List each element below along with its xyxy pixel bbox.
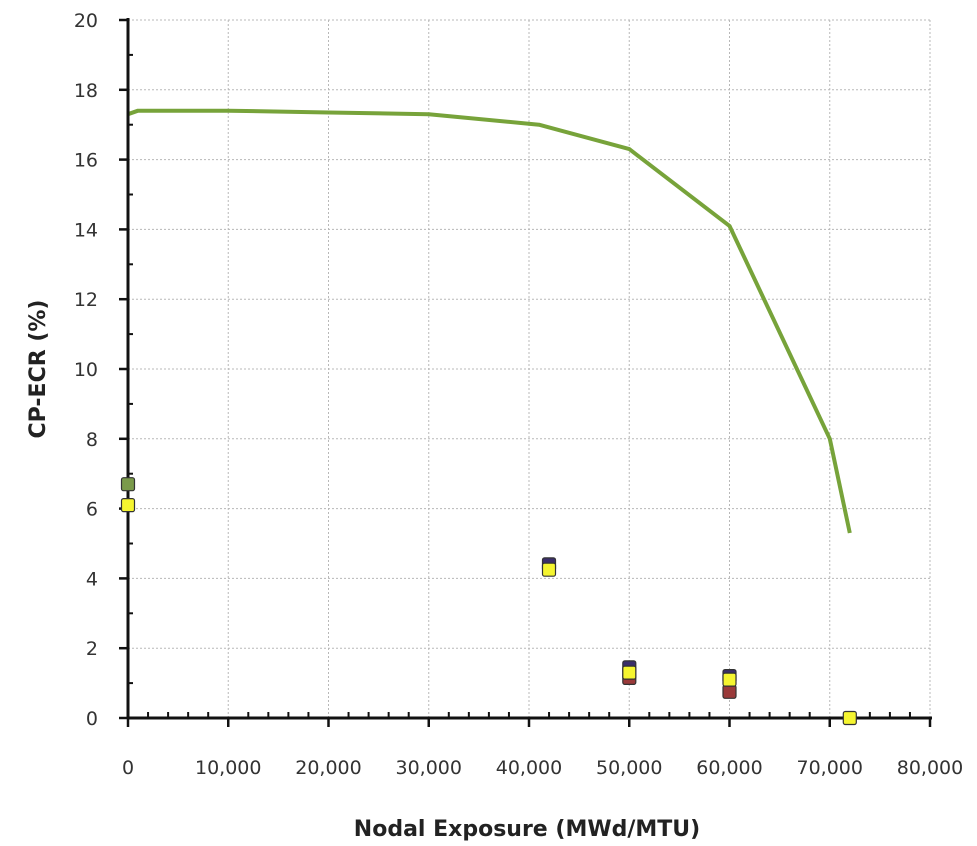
x-tick-label: 10,000 bbox=[195, 757, 261, 779]
y-axis-title: CP-ECR (%) bbox=[26, 300, 51, 439]
data-point bbox=[722, 672, 737, 687]
y-tick-label: 10 bbox=[74, 359, 98, 381]
x-tick-label: 50,000 bbox=[596, 757, 662, 779]
data-point bbox=[622, 665, 637, 680]
x-tick-label: 30,000 bbox=[396, 757, 462, 779]
y-tick-label: 12 bbox=[74, 289, 98, 311]
limit-line bbox=[127, 108, 852, 534]
x-tick-labels: 0 10,000 20,000 30,000 40,000 50,000 60,000 70,… bbox=[122, 757, 963, 779]
y-tick-label: 20 bbox=[74, 10, 98, 32]
x-tick-label: 80,000 bbox=[897, 757, 963, 779]
y-tick-label: 14 bbox=[74, 219, 98, 241]
data-points bbox=[120, 477, 857, 726]
y-tick-label: 8 bbox=[86, 429, 98, 451]
data-point bbox=[541, 562, 557, 577]
x-axis-title: Nodal Exposure (MWd/MTU) bbox=[354, 817, 700, 842]
x-tick-label: 0 bbox=[122, 757, 134, 779]
x-tick-label: 70,000 bbox=[797, 757, 863, 779]
x-tick-label: 60,000 bbox=[696, 757, 762, 779]
y-tick-label: 18 bbox=[74, 80, 98, 102]
data-point bbox=[120, 477, 136, 492]
y-tick-label: 16 bbox=[74, 150, 98, 172]
y-tick-labels: 0 2 4 6 8 10 12 14 16 18 20 bbox=[74, 10, 98, 730]
data-point bbox=[120, 498, 136, 513]
y-tick-label: 0 bbox=[86, 708, 98, 730]
x-tick-label: 20,000 bbox=[295, 757, 361, 779]
data-point bbox=[722, 684, 737, 699]
y-tick-label: 6 bbox=[86, 499, 98, 521]
y-tick-label: 2 bbox=[86, 638, 98, 660]
limit-line-layer bbox=[127, 108, 852, 534]
axes bbox=[119, 18, 932, 727]
x-tick-label: 40,000 bbox=[496, 757, 562, 779]
y-tick-label: 4 bbox=[86, 568, 98, 590]
data-point bbox=[842, 710, 857, 726]
